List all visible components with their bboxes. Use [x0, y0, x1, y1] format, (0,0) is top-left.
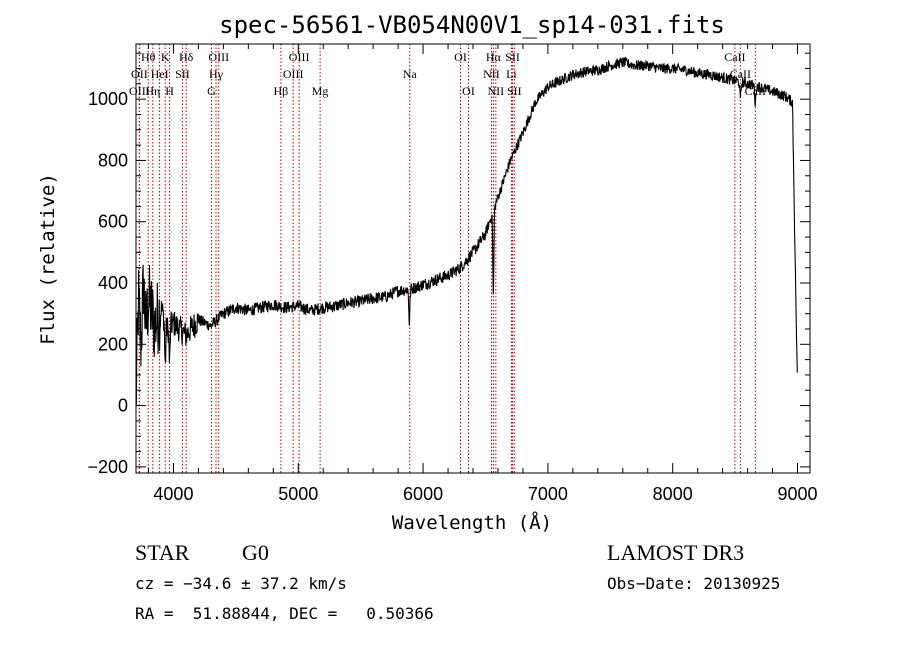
- redshift-cz: cz = −34.6 ± 37.2 km/s: [135, 574, 347, 593]
- spectral-line-label: Hδ: [179, 50, 194, 64]
- spectrum-line: [135, 56, 798, 406]
- spectral-line-label: Hβ: [274, 84, 289, 98]
- survey-name: LAMOST DR3: [607, 540, 745, 565]
- x-tick-label: 7000: [528, 484, 568, 504]
- y-axis-ticks: −200 0 200 400 600 800 1000: [87, 52, 810, 477]
- x-tick-label: 5000: [278, 484, 318, 504]
- spectral-line-label: K: [161, 50, 170, 64]
- spectral-line-label: Hγ: [209, 67, 224, 81]
- spectral-line-label: SII: [507, 84, 522, 98]
- spectral-line-markers: [138, 44, 756, 473]
- spectral-line-label: SII: [175, 67, 190, 81]
- y-tick-label: −200: [87, 457, 128, 477]
- spectral-line-label: G: [207, 84, 216, 98]
- spectral-line-label: OIII: [283, 67, 304, 81]
- spectral-line-label: Hη: [145, 84, 160, 98]
- spectral-line-label: Mg: [312, 84, 329, 98]
- spectral-line-label: CaII: [724, 50, 745, 64]
- spectral-line-label: OI: [454, 50, 467, 64]
- y-tick-label: 600: [98, 212, 128, 232]
- spectral-line-label: SII: [505, 50, 520, 64]
- spectral-line-label: OIII: [208, 50, 229, 64]
- y-tick-label: 200: [98, 334, 128, 354]
- spectral-line-label: Li: [506, 67, 517, 81]
- spectral-line-label: Hα: [486, 50, 502, 64]
- plot-frame: [135, 43, 811, 474]
- spectral-line-label: OII: [131, 67, 148, 81]
- spectral-line-label: OIII: [289, 50, 310, 64]
- x-tick-label: 4000: [153, 484, 193, 504]
- spectral-line-label: Hθ: [141, 50, 156, 64]
- spectral-line-label: NII: [488, 84, 505, 98]
- y-tick-label: 0: [118, 396, 128, 416]
- object-subclass: G0: [242, 540, 269, 565]
- spectral-line-label: OIII: [129, 84, 150, 98]
- y-tick-label: 400: [98, 273, 128, 293]
- spectral-line-label: HeI: [151, 67, 169, 81]
- y-axis-label: Flux (relative): [37, 173, 59, 345]
- spectral-line-label: H: [165, 84, 174, 98]
- observation-date: Obs−Date: 20130925: [607, 574, 781, 593]
- spectral-line-label: Na: [403, 67, 418, 81]
- y-tick-label: 1000: [88, 89, 128, 109]
- chart-title: spec-56561-VB054N00V1_sp14-031.fits: [219, 11, 725, 39]
- ra-dec-coordinates: RA = 51.88844, DEC = 0.50366: [135, 604, 434, 623]
- spectrum-series: [135, 56, 798, 406]
- x-tick-label: 6000: [403, 484, 443, 504]
- x-tick-label: 8000: [653, 484, 693, 504]
- x-tick-label: 9000: [777, 484, 817, 504]
- x-axis-label: Wavelength (Å): [392, 511, 552, 534]
- spectral-line-label: OI: [462, 84, 475, 98]
- x-axis-ticks: 4000 5000 6000 7000 8000 9000: [147, 44, 818, 504]
- spectral-line-label: NII: [483, 67, 500, 81]
- object-class: STAR: [135, 540, 190, 565]
- y-tick-label: 800: [98, 150, 128, 170]
